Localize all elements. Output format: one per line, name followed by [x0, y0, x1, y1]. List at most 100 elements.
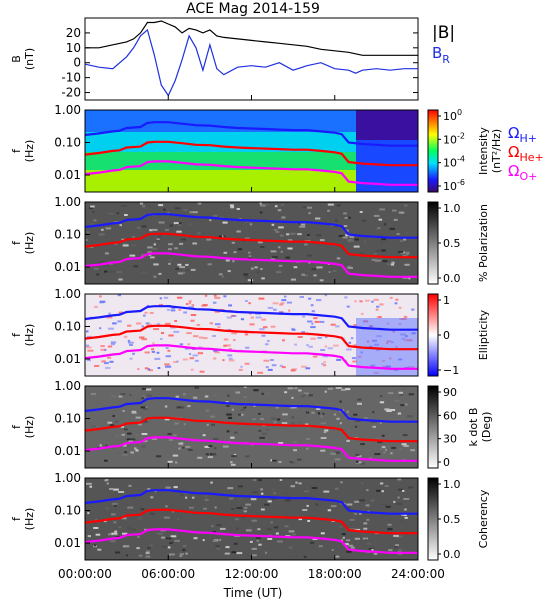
colorbar: [427, 385, 439, 469]
texture-speck: [235, 391, 241, 394]
legend-omega-o-main: Ω: [508, 162, 519, 180]
texture-speck: [209, 219, 212, 222]
colorbar-tick-base: 0.5: [443, 513, 461, 526]
gyrofrequency-line-h: [84, 121, 418, 147]
texture-speck: [129, 357, 133, 360]
texture-speck: [328, 271, 331, 273]
spectrogram-texture: [90, 386, 416, 466]
y-tick-label: 1.00: [54, 103, 81, 117]
texture-speck: [231, 463, 236, 466]
texture-speck: [258, 479, 262, 482]
texture-speck: [101, 360, 106, 363]
x-tick-label: 00:00:00: [58, 567, 112, 581]
texture-speck: [104, 444, 108, 447]
colorbar-tick-base: 10: [443, 133, 457, 146]
texture-speck: [248, 302, 251, 305]
x-tick-label: 18:00:00: [308, 567, 362, 581]
texture-speck: [327, 387, 334, 390]
texture-speck: [214, 447, 217, 450]
texture-speck: [313, 274, 317, 277]
texture-speck: [172, 454, 179, 457]
texture-speck: [141, 325, 144, 328]
texture-speck: [399, 240, 404, 242]
texture-speck: [94, 305, 98, 308]
texture-speck: [305, 411, 309, 414]
texture-speck: [374, 497, 377, 500]
texture-speck: [397, 412, 402, 415]
texture-speck: [349, 518, 355, 521]
texture-speck: [308, 297, 312, 300]
texture-speck: [179, 343, 184, 346]
texture-speck: [148, 369, 153, 372]
texture-speck: [258, 543, 262, 546]
texture-speck: [180, 238, 186, 241]
texture-speck: [219, 527, 226, 530]
texture-speck: [174, 247, 178, 250]
texture-speck: [258, 412, 261, 415]
texture-speck: [86, 482, 92, 485]
texture-speck: [112, 322, 117, 325]
texture-speck: [410, 449, 416, 452]
texture-speck: [364, 539, 368, 542]
texture-speck: [129, 438, 136, 441]
texture-speck: [108, 312, 111, 315]
colorbar-tick-base: 0.0: [443, 548, 461, 561]
texture-speck: [167, 259, 174, 262]
texture-speck: [255, 316, 262, 319]
texture-speck: [191, 496, 195, 499]
texture-speck: [165, 355, 171, 358]
texture-speck: [271, 364, 277, 367]
texture-speck: [163, 208, 166, 211]
texture-speck: [104, 362, 109, 365]
texture-speck: [360, 312, 364, 315]
texture-speck: [273, 421, 277, 424]
texture-speck: [131, 411, 137, 414]
texture-speck: [291, 368, 297, 371]
texture-speck: [373, 298, 379, 301]
texture-speck: [141, 397, 144, 400]
texture-speck: [309, 541, 315, 544]
gyrofrequency-line-h: [84, 213, 418, 239]
texture-speck: [357, 419, 361, 422]
texture-speck: [187, 448, 193, 451]
texture-speck: [128, 484, 132, 487]
texture-speck: [178, 442, 183, 445]
texture-speck: [263, 359, 270, 362]
texture-speck: [308, 345, 313, 348]
texture-speck: [228, 497, 234, 500]
texture-speck: [175, 267, 180, 270]
texture-speck: [179, 555, 183, 557]
texture-speck: [141, 445, 146, 448]
texture-speck: [236, 527, 239, 530]
texture-speck: [277, 418, 281, 421]
texture-speck: [297, 458, 302, 461]
texture-speck: [212, 438, 219, 441]
texture-speck: [177, 263, 182, 266]
texture-speck: [187, 343, 190, 346]
texture-speck: [270, 521, 273, 524]
texture-speck: [307, 320, 313, 323]
texture-speck: [381, 434, 385, 437]
texture-speck: [233, 339, 236, 342]
texture-speck: [380, 447, 383, 450]
texture-speck: [178, 223, 182, 226]
texture-speck: [360, 482, 364, 485]
texture-speck: [282, 339, 285, 342]
texture-speck: [129, 254, 136, 257]
texture-speck: [379, 208, 385, 211]
texture-speck: [133, 265, 139, 268]
texture-speck: [303, 394, 306, 397]
texture-speck: [297, 421, 302, 424]
texture-speck: [253, 389, 259, 392]
texture-speck: [287, 247, 293, 250]
texture-speck: [124, 214, 128, 216]
texture-speck: [160, 337, 163, 340]
texture-speck: [202, 337, 208, 340]
texture-speck: [355, 461, 362, 464]
texture-speck: [348, 239, 354, 242]
texture-speck: [214, 323, 221, 326]
texture-speck: [404, 232, 410, 235]
texture-speck: [335, 487, 339, 490]
texture-speck: [226, 344, 231, 347]
texture-speck: [89, 485, 93, 488]
